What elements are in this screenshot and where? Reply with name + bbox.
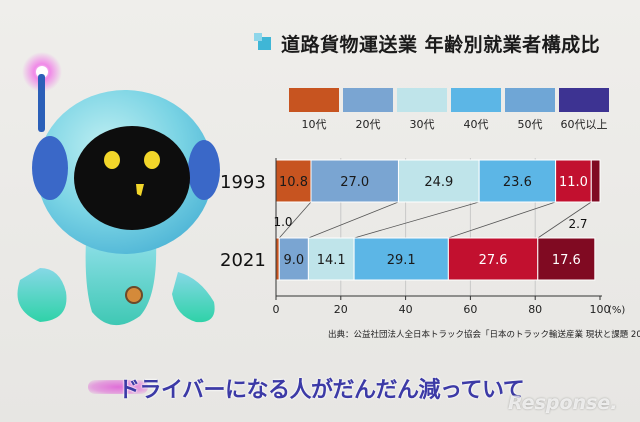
legend-label-5: 60代以上 [561,118,608,131]
bar-1993-60代以上 [590,159,601,203]
bar-2021-60代以上 [537,237,596,281]
bar-1993-50代 [555,159,592,203]
legend-label-1: 20代 [356,118,381,131]
legend-swatch-0 [289,88,339,112]
annotation-60代以上-1993: 2.7 [568,217,587,231]
legend-swatch-4 [505,88,555,112]
connector-5 [537,201,592,239]
source-note: 出典：公益社団法人全日本トラック協会「日本のトラック輸送産業 現状と課題 202… [328,330,640,340]
title-bullet-icon [254,33,271,50]
bar-2021-50代 [447,237,539,281]
bars [275,159,601,281]
data-label-2021-60代以上: 17.6 [552,253,581,268]
x-tick-label-4: 80 [528,303,542,316]
data-label-2021-50代: 27.6 [479,253,508,268]
bar-1993-10代 [275,159,312,203]
data-labels: 10.8 27.0 24.9 23.6 11.0 9.0 14.1 29.1 27.6 17.6 [279,175,588,268]
right-ear-icon [188,140,220,200]
x-tick-label-1: 20 [334,303,348,316]
data-label-1993-50代: 11.0 [559,175,588,190]
connector-lines [278,201,592,239]
x-tick-label-0: 0 [273,303,280,316]
category-labels: 1993 2021 [220,172,266,271]
legend-label-0: 10代 [302,118,327,131]
legend-label-4: 50代 [518,118,543,131]
legend-swatch-2 [397,88,447,112]
bar-1993-40代 [478,159,557,203]
annotation-10代-2021: 1.0 [273,215,292,229]
bar-1993-20代 [310,159,399,203]
data-label-2021-40代: 29.1 [387,253,416,268]
bar-2021-20代 [278,237,309,281]
connector-4 [448,201,556,239]
category-label-1993: 1993 [220,172,266,193]
data-label-2021-30代: 14.1 [317,253,346,268]
right-eye-icon [144,151,160,169]
chart-title-text: 道路貨物運送業 年齢別就業者構成比 [281,34,601,56]
chart-title: 道路貨物運送業 年齢別就業者構成比 [254,30,601,57]
legend-swatch-5 [559,88,609,112]
watermark-logo: Response. [508,392,618,414]
caption-text: ドライバーになる人がだんだん減っていて [118,378,525,403]
bar-2021-40代 [353,237,449,281]
caption-highlight-icon [88,380,148,394]
data-label-1993-10代: 10.8 [279,175,308,190]
mouth-icon [136,184,144,196]
connector-2 [308,201,399,239]
x-axis: 0 20 40 60 80 100(%) [273,158,625,316]
legend-label-2: 30代 [410,118,435,131]
legend-swatch-3 [451,88,501,112]
caption: ドライバーになる人がだんだん減っていて [88,372,528,403]
x-tick-label-5: 100 [590,303,611,316]
data-label-2021-20代: 9.0 [283,253,304,268]
x-tick-label-3: 60 [463,303,477,316]
legend: 10代 20代 30代 40代 50代 60代以上 [289,88,609,131]
bar-2021-30代 [307,237,355,281]
connector-1 [278,201,312,239]
connector-3 [353,201,480,239]
antenna-icon [38,74,45,132]
legend-swatch-1 [343,88,393,112]
x-axis-unit: (%) [608,305,625,316]
left-ear-icon [32,136,68,200]
category-label-2021: 2021 [220,250,266,271]
x-tick-label-2: 40 [399,303,413,316]
annotations: 1.0 2.7 [273,215,587,231]
body-button-icon [125,286,143,304]
data-label-1993-30代: 24.9 [424,175,453,190]
left-eye-icon [104,151,120,169]
legend-label-3: 40代 [464,118,489,131]
data-label-1993-20代: 27.0 [340,175,369,190]
data-label-1993-40代: 23.6 [503,175,532,190]
robot-mascot [17,52,220,326]
robot-face [74,126,190,230]
